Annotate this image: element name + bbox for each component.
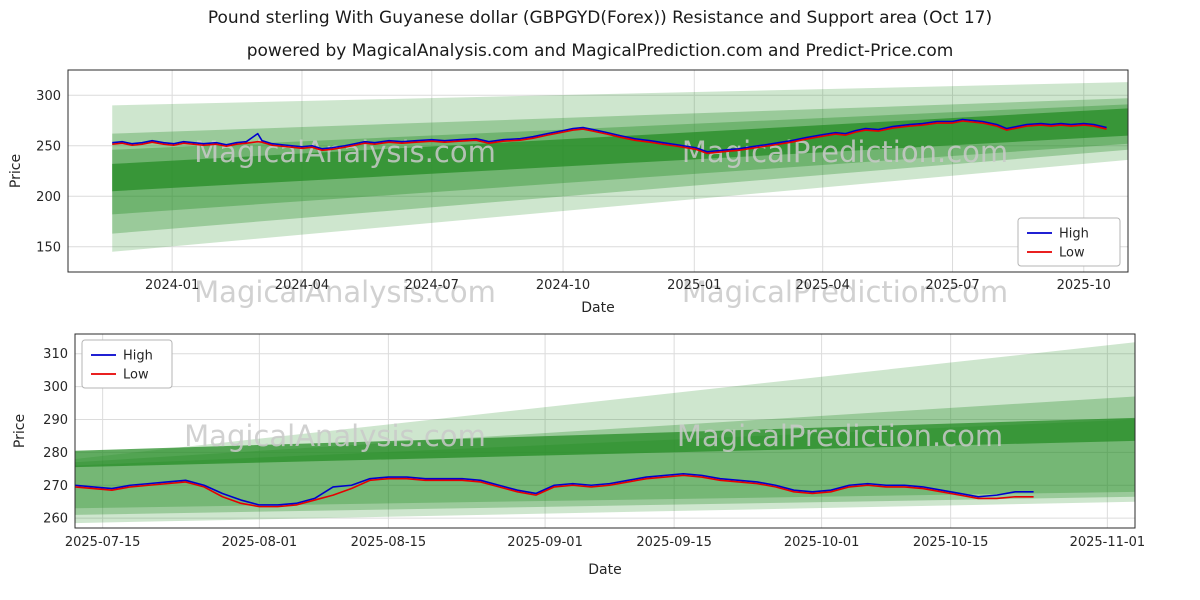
y-tick-label: 300 [36,89,61,104]
x-tick-label: 2024-07 [405,278,459,293]
x-tick-label: 2025-11-01 [1070,535,1146,550]
x-tick-label: 2025-09-01 [507,535,583,550]
x-axis-label: Date [581,300,614,316]
watermark-text: MagicalPrediction.com [682,135,1008,169]
series-line-high [112,118,1107,153]
x-tick-label: 2025-10 [1057,278,1111,293]
top-price-chart: MagicalAnalysis.com MagicalPrediction.com… [8,69,1129,316]
x-tick-label: 2025-08-15 [351,535,427,550]
legend-label: High [123,349,153,364]
x-tick-label: 2025-09-15 [636,535,712,550]
chart-subtitle: powered by MagicalAnalysis.com and Magic… [246,41,954,61]
x-tick-label: 2025-07 [925,278,979,293]
y-axis-label: Price [12,414,28,448]
watermark-text: MagicalPrediction.com [677,419,1003,453]
support-resistance-band [75,417,1135,468]
legend-label: Low [1059,246,1085,261]
x-axis-label: Date [588,562,621,578]
x-tick-label: 2025-08-01 [222,535,298,550]
series-line-high [74,472,1034,506]
y-tick-label: 150 [36,240,61,255]
y-axis-label: Price [8,154,24,188]
plot-border [74,333,1136,529]
x-tick-label: 2024-04 [275,278,329,293]
y-tick-label: 260 [43,512,68,527]
y-tick-label: 310 [43,347,68,362]
x-tick-label: 2025-07-15 [65,535,141,550]
bottom-price-chart: MagicalAnalysis.com MagicalPrediction.com… [12,333,1146,578]
x-tick-label: 2025-04 [796,278,850,293]
plot-border [67,69,1129,273]
y-tick-label: 200 [36,190,61,205]
watermark-text: MagicalPrediction.com [682,275,1008,309]
legend-box [81,339,173,389]
legend-box [1017,217,1121,267]
support-resistance-band [75,342,1135,524]
x-tick-label: 2024-10 [536,278,590,293]
legend-label: Low [123,368,149,383]
x-tick-label: 2025-01 [667,278,721,293]
watermark-text: MagicalAnalysis.com [184,419,486,453]
x-tick-label: 2025-10-15 [913,535,989,550]
legend-label: High [1059,227,1089,242]
x-tick-label: 2025-10-01 [784,535,860,550]
x-tick-label: 2024-01 [145,278,199,293]
watermark-text: MagicalAnalysis.com [194,275,496,309]
y-tick-label: 300 [43,380,68,395]
series-line-low [74,474,1034,508]
y-tick-label: 280 [43,446,68,461]
y-tick-label: 290 [43,413,68,428]
chart-title: Pound sterling With Guyanese dollar (GBP… [207,8,993,28]
series-line-low [112,120,1107,155]
y-tick-label: 270 [43,479,68,494]
y-tick-label: 250 [36,139,61,154]
